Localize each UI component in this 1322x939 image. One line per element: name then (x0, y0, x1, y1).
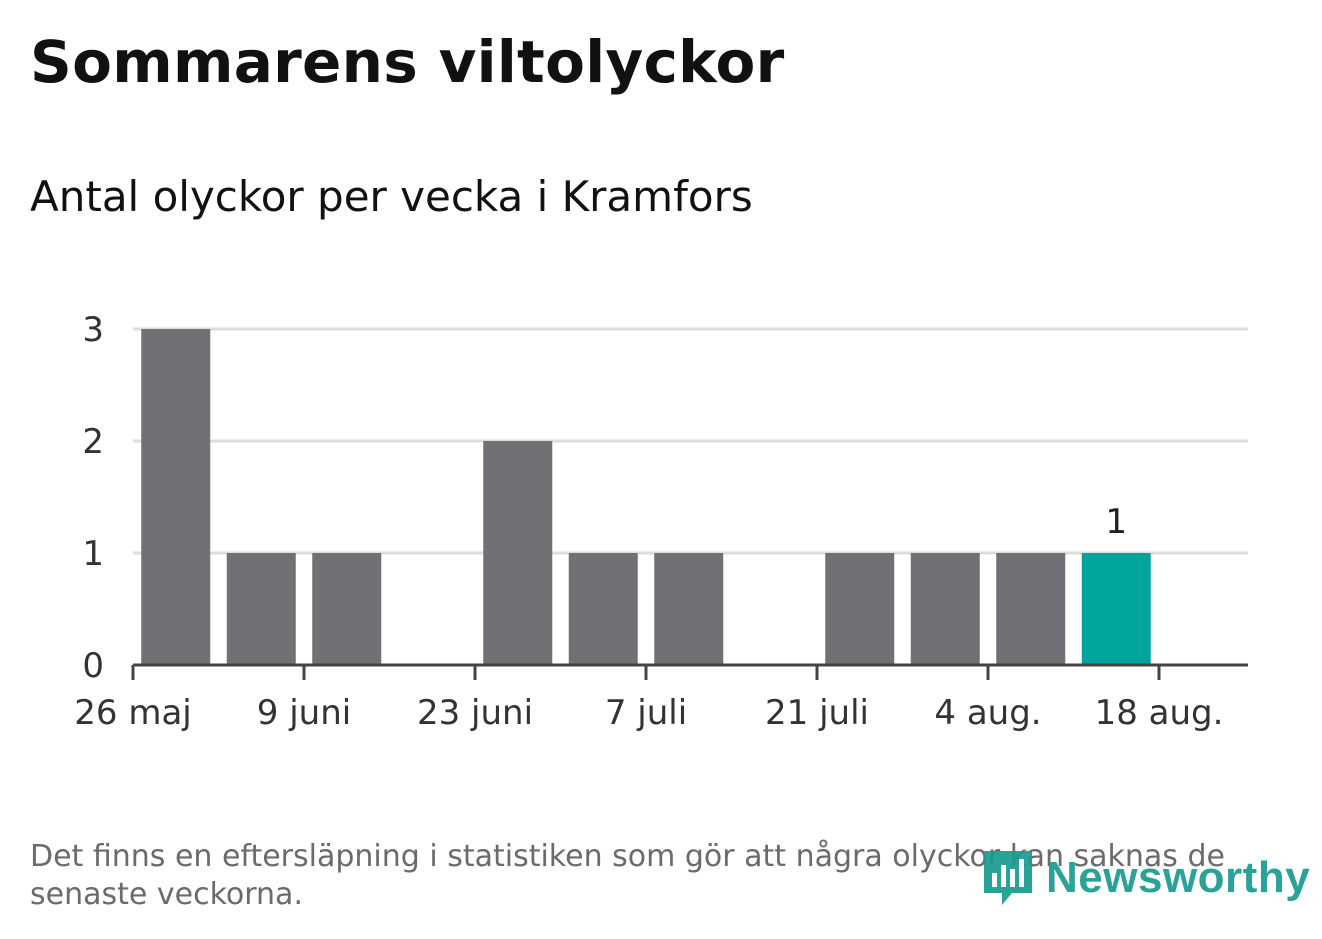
grid-lines (133, 327, 1248, 555)
x-tick-label: 9 juni (257, 693, 351, 733)
bar-highlighted (1081, 553, 1151, 665)
data-label: 1 (1105, 502, 1127, 542)
bar (825, 553, 895, 665)
x-tick-label: 4 aug. (934, 693, 1041, 733)
bar (654, 553, 724, 665)
y-tick-label: 0 (82, 646, 104, 686)
bar (226, 553, 296, 665)
axes (131, 663, 1248, 680)
logo-text: Newsworthy (1046, 853, 1311, 902)
x-tick-label: 23 juni (417, 693, 533, 733)
bar (568, 553, 638, 665)
y-tick-label: 2 (82, 422, 104, 462)
y-tick-label: 3 (82, 310, 104, 350)
labels: 0 1 2 3 1 26 maj 9 juni 23 juni 7 juli 21 juli 4 a… (74, 310, 1223, 733)
bars (141, 329, 1151, 665)
y-tick-label: 1 (82, 534, 104, 574)
bar (483, 441, 553, 665)
bar (312, 553, 382, 665)
bar-chart: 0 1 2 3 1 26 maj 9 juni 23 juni 7 juli 21 juli 4 a… (74, 310, 1248, 733)
x-tick-label: 26 maj (74, 693, 191, 733)
chart-subtitle: Antal olyckor per vecka i Kramfors (30, 172, 753, 221)
bar (996, 553, 1066, 665)
newsworthy-logo: Newsworthy (980, 846, 1310, 910)
bar (910, 553, 980, 665)
x-tick-label: 21 juli (765, 693, 869, 733)
bar (141, 329, 211, 665)
chart-title: Sommarens viltolyckor (30, 28, 785, 96)
bar-chart-bubble-icon (984, 851, 1032, 905)
x-tick-label: 18 aug. (1095, 693, 1224, 733)
x-tick-label: 7 juli (605, 693, 687, 733)
